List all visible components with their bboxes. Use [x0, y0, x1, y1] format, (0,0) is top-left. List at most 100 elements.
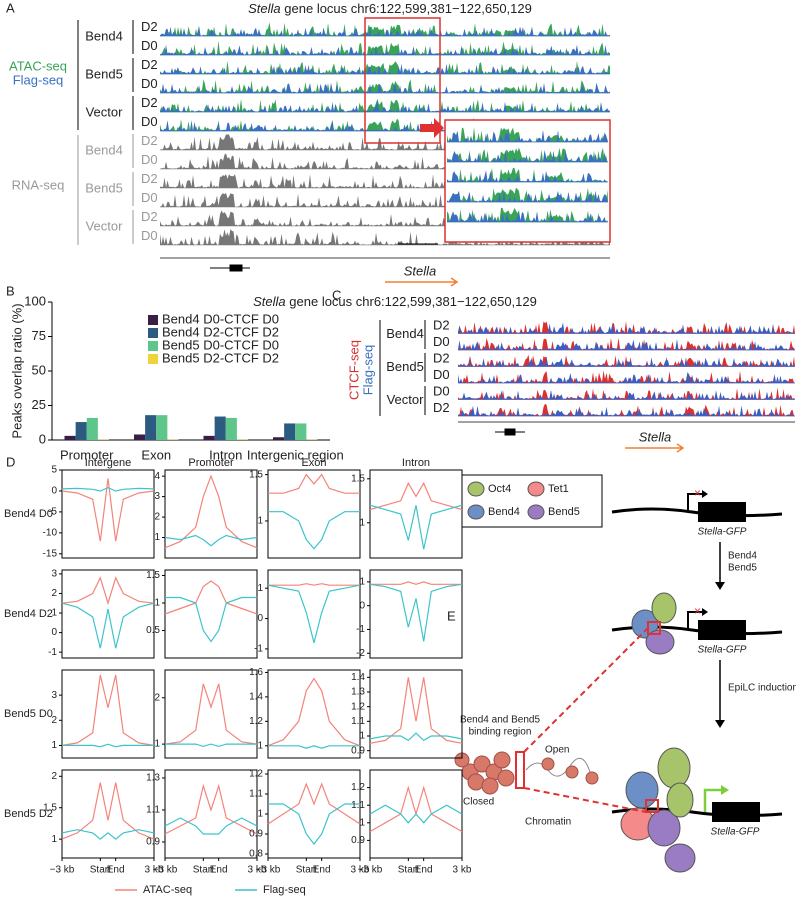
plot-frame — [164, 569, 258, 659]
legend-label: Bend4 — [488, 506, 520, 518]
profile-line — [61, 478, 155, 542]
y-tick-label: 1.2 — [351, 782, 365, 793]
panel-letter: D — [6, 454, 15, 469]
group-label: Bend5 — [85, 66, 123, 81]
track-signal — [458, 387, 795, 400]
x-tick-label: End — [415, 865, 433, 876]
bar — [134, 434, 146, 440]
reporter-label: Stella-GFP — [711, 827, 760, 838]
profile-line — [61, 576, 155, 606]
reporter-label: Stella-GFP — [698, 527, 747, 538]
gene-arrow — [385, 277, 459, 287]
y-tick-label: 2 — [51, 715, 57, 726]
bend5 — [664, 843, 696, 873]
profile-line — [165, 743, 257, 748]
y-tick-label: 1 — [359, 517, 365, 528]
y-tick-label: 4 — [154, 471, 160, 482]
day-label: D0 — [141, 114, 158, 129]
bar — [145, 415, 157, 440]
track-signal — [458, 357, 795, 367]
track-signal — [160, 134, 610, 150]
bend5 — [647, 809, 681, 847]
y-tick-label: 1 — [257, 516, 263, 527]
profile-line — [268, 511, 360, 550]
reporter-label: Stella-GFP — [698, 645, 747, 656]
profile-line — [268, 583, 360, 586]
group-label: Vector — [86, 218, 124, 233]
column-title: Promoter — [188, 457, 234, 469]
gene-name: Stella — [248, 1, 281, 16]
track-signal — [458, 405, 795, 416]
y-axis-label: Peaks overlap ratio (%) — [9, 303, 24, 438]
y-tick-label: 1 — [359, 577, 365, 588]
day-label: D0 — [433, 367, 450, 382]
y-tick-label: 100 — [24, 293, 46, 308]
binding-label: binding region — [469, 727, 532, 738]
legend-swatch — [148, 341, 158, 351]
plot-frame — [267, 669, 361, 759]
track-signal — [458, 370, 795, 383]
legend-label: Flag-seq — [263, 884, 306, 896]
y-tick-label: 50 — [32, 362, 46, 377]
bar — [203, 435, 215, 440]
y-tick-label: 0 — [51, 486, 57, 497]
open-label: Open — [545, 745, 569, 756]
oct4 — [651, 592, 677, 624]
plot-frame — [369, 469, 463, 559]
day-label: D0 — [141, 228, 158, 243]
row-label: Bend4 D0 — [4, 508, 53, 520]
y-tick-label: 75 — [32, 328, 46, 343]
y-tick-label: -2 — [356, 648, 365, 659]
bend4 — [625, 771, 659, 809]
plot-frame — [61, 669, 155, 759]
block-mark: × — [694, 604, 701, 618]
x-tick-label: 3 kb — [145, 865, 164, 876]
assay-label: ATAC-seq — [9, 58, 67, 73]
day-label: D2 — [141, 57, 158, 72]
bar — [156, 415, 168, 440]
track-signal — [160, 98, 610, 112]
assay-label: Flag-seq — [360, 345, 375, 396]
day-label: D0 — [141, 76, 158, 91]
active-arrow — [703, 788, 721, 812]
y-tick-label: -5 — [48, 507, 57, 518]
profile-line — [165, 596, 257, 643]
y-tick-label: 1 — [154, 739, 160, 750]
y-tick-label: -15 — [43, 548, 58, 559]
legend-label: Bend5 D0-CTCF D0 — [162, 337, 279, 352]
binding-box — [645, 799, 659, 813]
profile-line — [268, 803, 360, 845]
y-tick-label: 1 — [257, 740, 263, 751]
bend5-icon — [527, 504, 545, 520]
track-signal — [447, 127, 608, 142]
y-tick-label: 1.3 — [146, 773, 160, 784]
gene-label: Stella — [639, 429, 672, 444]
y-tick-label: 3 — [51, 569, 57, 580]
panel-letter: C — [332, 287, 341, 302]
assay-label: RNA-seq — [12, 177, 65, 192]
y-tick-label: 1 — [257, 583, 263, 594]
plot-frame — [164, 769, 258, 859]
legend-swatch — [148, 315, 158, 325]
day-label: D2 — [141, 171, 158, 186]
x-tick-label: Start — [193, 865, 214, 876]
track-signal — [160, 229, 610, 245]
row-label: Bend5 D2 — [4, 808, 53, 820]
arrow-head — [721, 785, 729, 795]
x-tick-label: −3 kb — [358, 865, 383, 876]
panel-a-title: Stella gene locus chr6:122,599,381−122,6… — [248, 1, 532, 16]
y-tick-label: -1 — [48, 647, 57, 658]
track-signal — [447, 150, 608, 162]
zoom-arrow — [420, 118, 444, 138]
bar — [295, 423, 307, 440]
locus: gene locus chr6:122,599,381−122,650,129 — [284, 1, 532, 16]
y-tick-label: 1.1 — [249, 789, 263, 800]
track-signal — [458, 322, 795, 334]
assay-label: Flag-seq — [13, 72, 64, 87]
gene-label: Stella — [404, 263, 437, 278]
x-tick-label: Exon — [141, 447, 171, 462]
day-label: D0 — [433, 384, 450, 399]
arrow-head — [702, 490, 708, 498]
y-tick-label: 1 — [51, 834, 57, 845]
